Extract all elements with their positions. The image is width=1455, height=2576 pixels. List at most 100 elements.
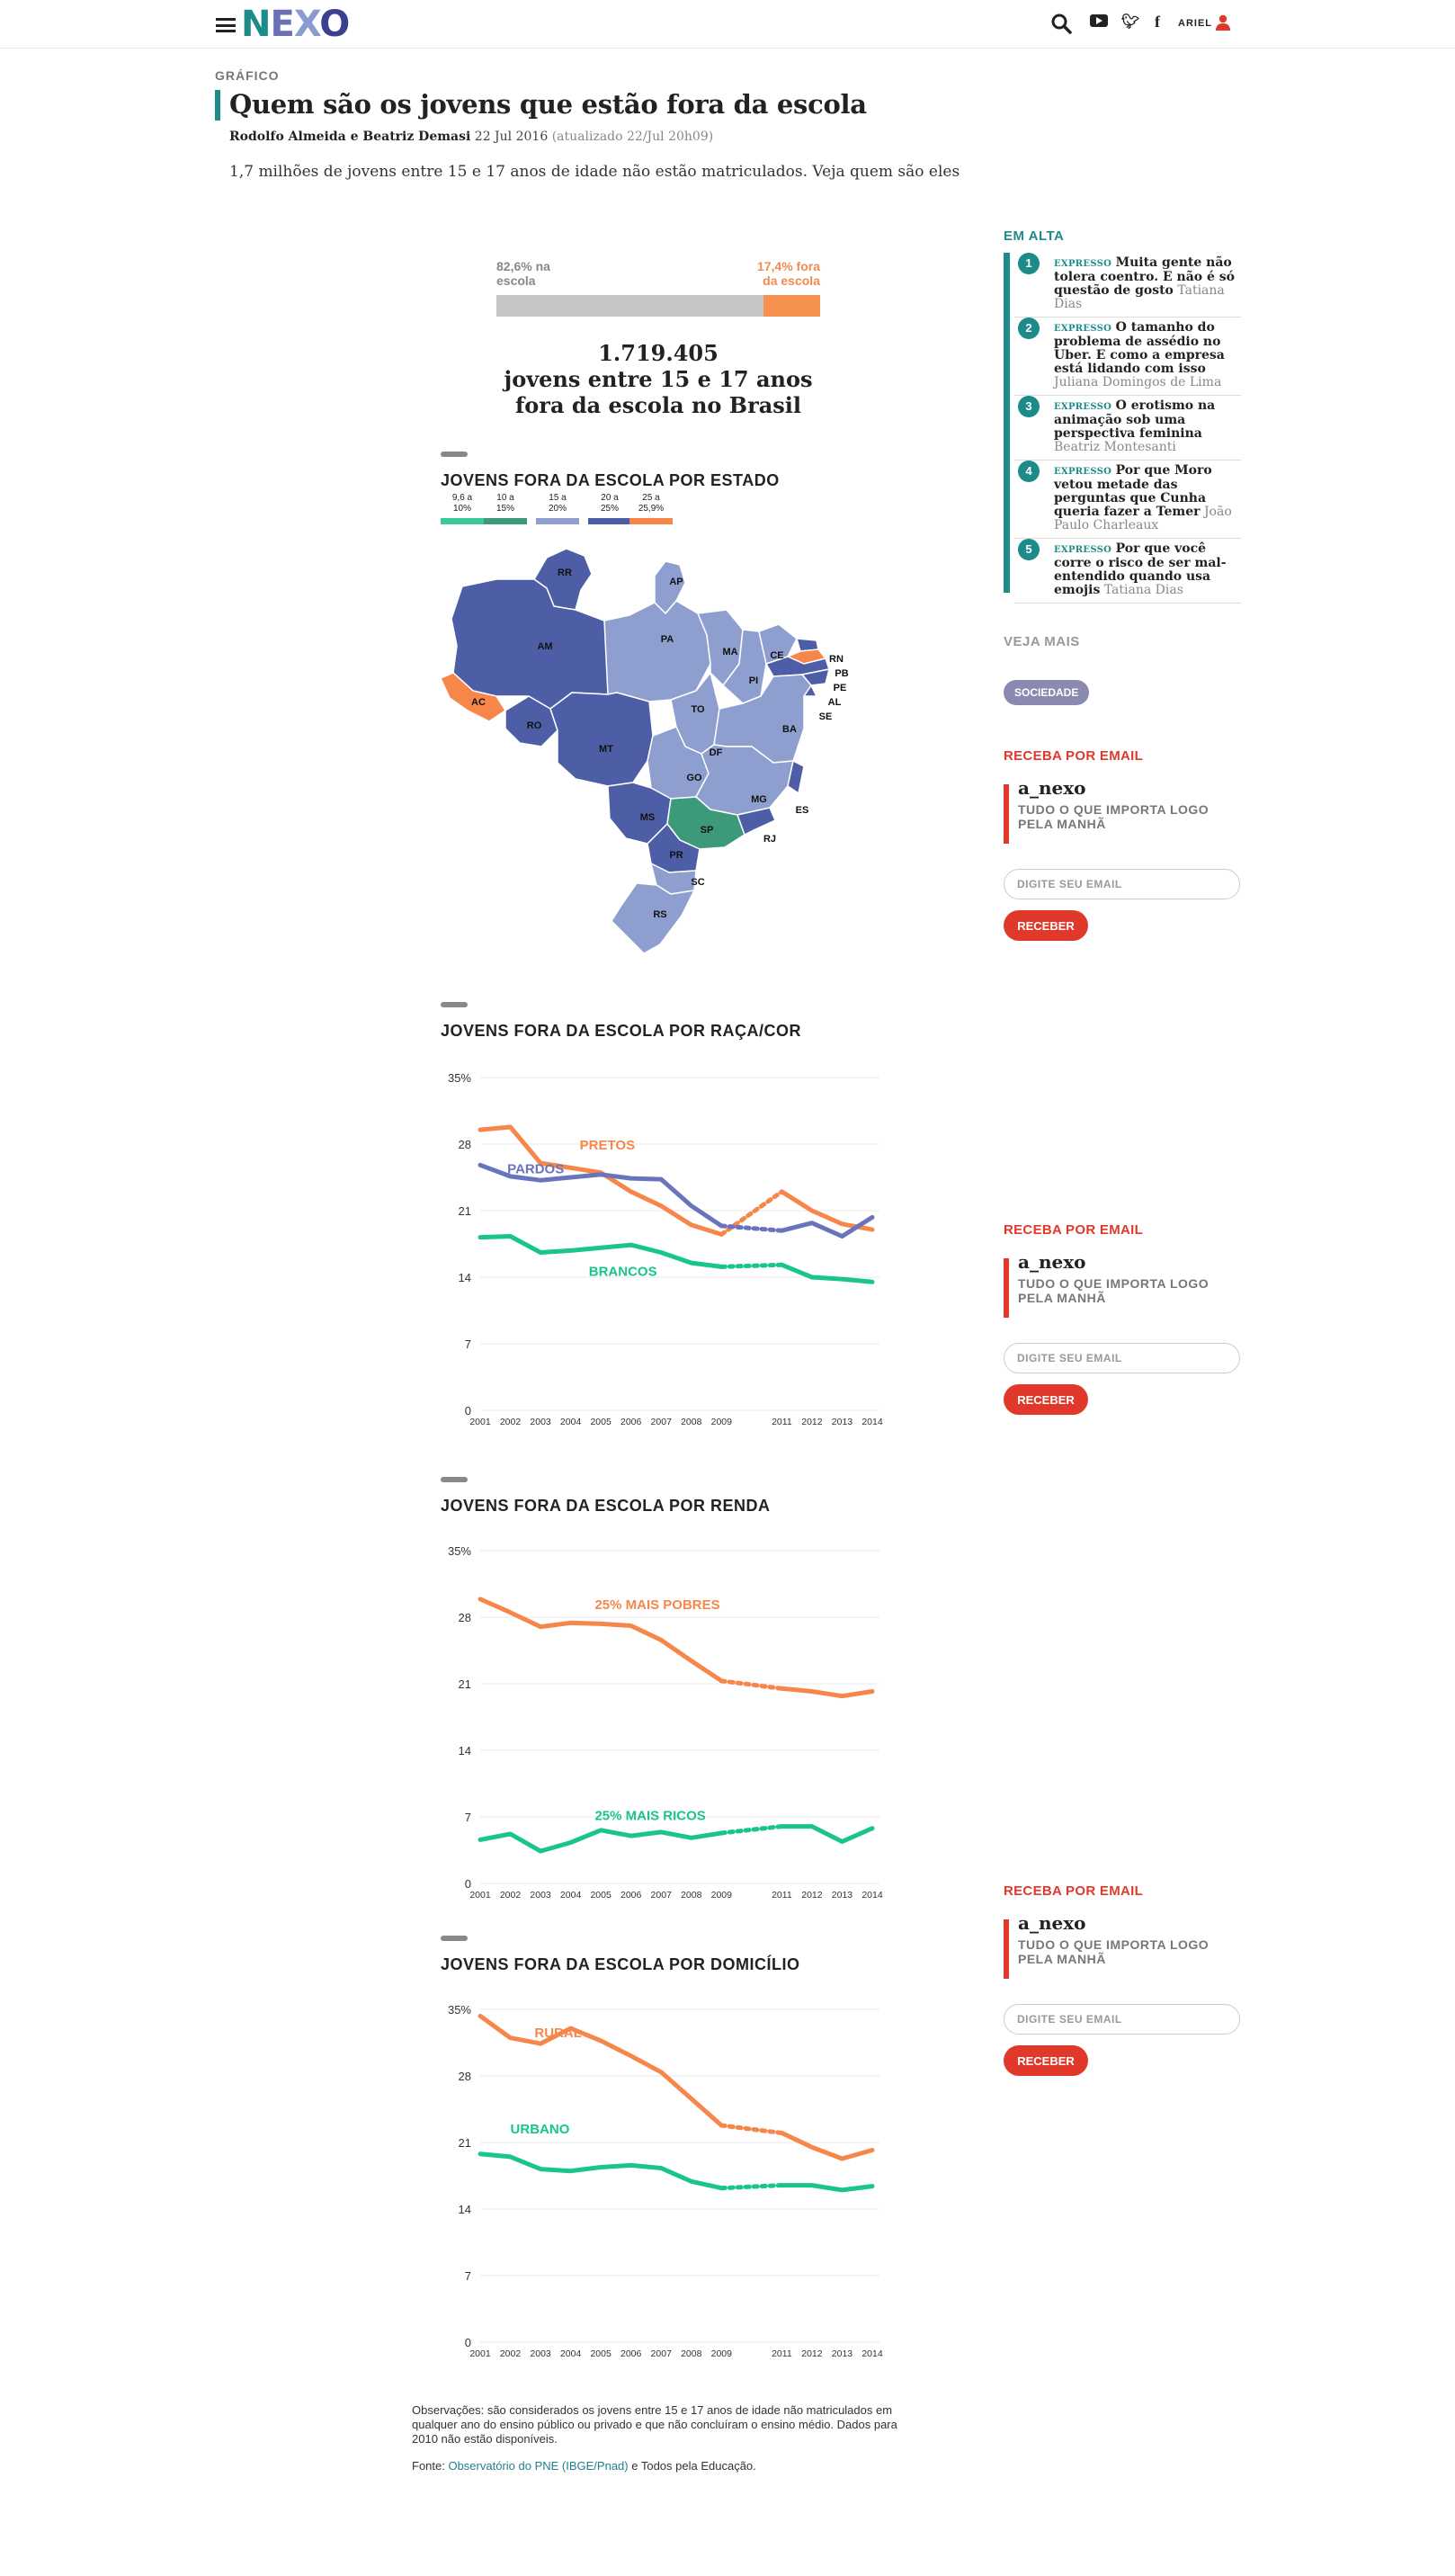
trending-text[interactable]: EXPRESSO Muita gente não tolera coentro.… [1054,256,1241,311]
trending-headline[interactable]: O tamanho do problema de assédio no Uber… [1054,320,1225,376]
trending-headline[interactable]: Por que você corre o risco de ser mal-en… [1054,541,1227,597]
label-go: GO [686,773,702,783]
trending-headline[interactable]: O erotismo na animação sob uma perspecti… [1054,398,1216,441]
total-out-of-school: 1.719.405 jovens entre 15 e 17 anos fora… [486,340,831,418]
trending-text[interactable]: EXPRESSO O erotismo na animação sob uma … [1054,399,1241,454]
source-text: Fonte: Observatório do PNE (IBGE/Pnad) e… [412,2459,756,2473]
trending-headline[interactable]: Muita gente não tolera coentro. E não é … [1054,255,1235,298]
series-line [478,1162,724,1229]
series-label: PRETOS [580,1138,635,1153]
label-rs: RS [653,909,666,920]
x-tick-label: 2005 [590,2348,611,2359]
email-input[interactable] [1004,2004,1240,2035]
search-icon[interactable] [1050,13,1072,34]
trending-accent-rule [1004,253,1010,593]
newsletter-accent [1004,1258,1009,1318]
trending-item[interactable]: 5 EXPRESSO Por que você corre o risco de … [1014,539,1241,604]
subscribe-button[interactable]: RECEBER [1004,910,1088,941]
twitter-icon[interactable]: 🐦︎ [1121,14,1140,30]
label-ba: BA [782,724,797,735]
chart-race-title: JOVENS FORA DA ESCOLA POR RAÇA/COR [441,1022,802,1040]
series-label: URBANO [511,2122,570,2137]
nexo-logo[interactable]: NEXO [241,4,350,45]
user-name[interactable]: ARIEL [1178,18,1212,29]
label-se: SE [819,711,833,722]
legend-item: 20 a 25% [588,493,631,524]
section-dash [441,1477,468,1482]
y-tick-label: 14 [459,2203,471,2216]
school-share-bar [496,295,820,317]
series-line [478,2151,724,2191]
y-tick-label: 21 [459,2136,471,2150]
in-school-label: 82,6% na escola [496,259,550,288]
series-label: 25% MAIS RICOS [594,1809,705,1824]
x-tick-label: 2001 [469,1890,491,1901]
label-mt: MT [599,744,613,755]
chart-household-title: JOVENS FORA DA ESCOLA POR DOMICÍLIO [441,1955,800,1973]
subscribe-button[interactable]: RECEBER [1004,1384,1088,1415]
trending-item[interactable]: 2 EXPRESSO O tamanho do problema de asséd… [1014,318,1241,396]
facebook-icon[interactable]: f [1155,13,1160,31]
observations-text: Observações: são considerados os jovens … [412,2403,897,2446]
trending-text[interactable]: EXPRESSO Por que Moro vetou metade das p… [1054,464,1241,532]
tag-sociedade[interactable]: SOCIEDADE [1004,680,1090,705]
newsletter-accent [1004,1919,1009,1979]
label-pa: PA [661,634,674,645]
trending-item[interactable]: 1 EXPRESSO Muita gente não tolera coentro… [1014,253,1241,318]
y-tick-label: 35% [448,1544,471,1558]
title-accent-bar [215,90,220,121]
x-tick-label: 2005 [590,1417,611,1427]
trending-tag: EXPRESSO [1054,324,1112,334]
label-ce: CE [770,650,783,661]
x-tick-label: 2008 [681,2348,702,2359]
label-rj: RJ [763,834,776,845]
trending-item[interactable]: 4 EXPRESSO Por que Moro vetou metade das … [1014,461,1241,539]
newsletter-desc: TUDO O QUE IMPORTA LOGO PELA MANHÃ [1018,1276,1210,1305]
newsletter-box: RECEBA POR EMAIL a_nexo TUDO O QUE IMPOR… [1004,1222,1246,1415]
email-input[interactable] [1004,869,1240,899]
authors[interactable]: Rodolfo Almeida e Beatriz Demasi [229,130,471,144]
y-tick-label: 21 [459,1204,471,1218]
section-dash [441,1936,468,1941]
trending-title: EM ALTA [1004,228,1065,244]
out-of-school-label: 17,4% fora da escola [756,259,820,288]
trending-rank: 4 [1018,461,1040,482]
series-line [779,1824,875,1844]
series-gap-line [719,1262,784,1269]
legend-item: 25 a 25,9% [629,493,673,524]
x-tick-label: 2011 [772,1417,792,1427]
label-am: AM [537,641,552,652]
y-tick-label: 35% [448,2003,471,2017]
trending-text[interactable]: EXPRESSO Por que você corre o risco de s… [1054,542,1241,597]
x-tick-label: 2004 [560,1890,582,1901]
user-icon[interactable] [1216,14,1230,31]
x-tick-label: 2011 [772,1890,792,1901]
trending-item[interactable]: 3 EXPRESSO O erotismo na animação sob uma… [1014,396,1241,461]
trending-tag: EXPRESSO [1054,259,1112,269]
series-line [779,1686,875,1699]
subscribe-button[interactable]: RECEBER [1004,2045,1088,2076]
state-rj [736,807,776,836]
x-tick-label: 2013 [832,1417,853,1427]
total-desc-line1: jovens entre 15 e 17 anos [504,366,813,392]
y-tick-label: 0 [465,1404,471,1418]
trending-rank: 2 [1018,318,1040,339]
trending-headline[interactable]: Por que Moro vetou metade das perguntas … [1054,463,1212,519]
updated-date: (atualizado 22/Jul 20h09) [551,130,714,144]
y-tick-label: 14 [459,1744,471,1758]
series-line [478,1828,724,1854]
newsletter-box: RECEBA POR EMAIL a_nexo TUDO O QUE IMPOR… [1004,748,1246,941]
email-input[interactable] [1004,1343,1240,1373]
trending-text[interactable]: EXPRESSO O tamanho do problema de assédi… [1054,321,1241,389]
x-tick-label: 2009 [711,1417,733,1427]
x-tick-label: 2012 [801,1417,823,1427]
newsletter-desc: TUDO O QUE IMPORTA LOGO PELA MANHÃ [1018,1937,1210,1966]
x-tick-label: 2002 [500,2348,522,2359]
youtube-icon[interactable] [1090,14,1108,27]
y-tick-label: 0 [465,2336,471,2349]
source-link[interactable]: Observatório do PNE (IBGE/Pnad) [448,2459,629,2473]
menu-icon[interactable] [216,18,236,32]
x-tick-label: 2008 [681,1417,702,1427]
